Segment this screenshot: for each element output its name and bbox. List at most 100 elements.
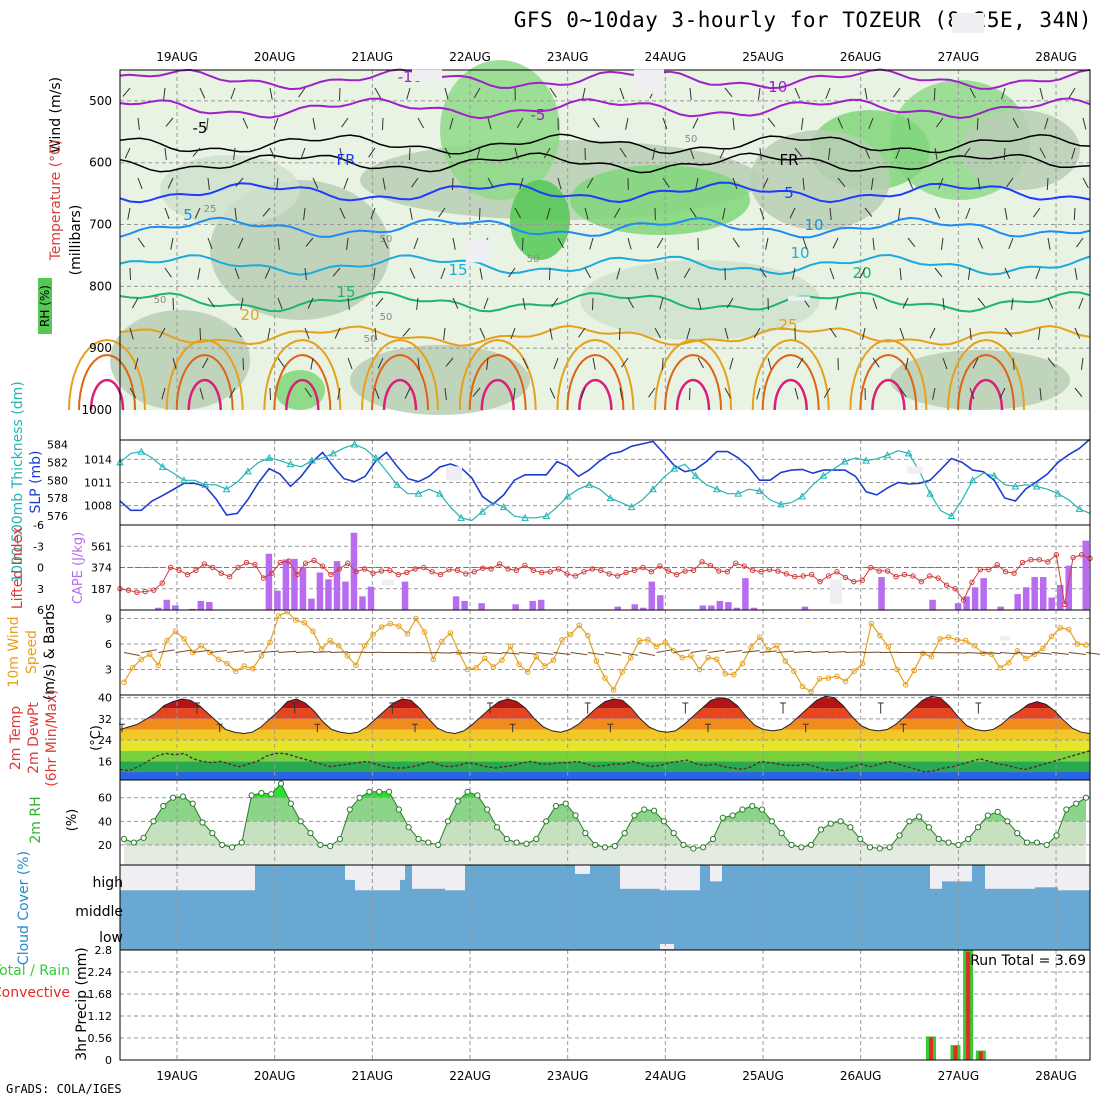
wind-barb xyxy=(339,207,346,219)
lifted-index-marker xyxy=(243,559,250,566)
thickness-marker xyxy=(265,453,274,461)
wind-barb xyxy=(337,387,341,400)
rh2m-marker xyxy=(1024,839,1031,846)
wind-speed-marker xyxy=(756,634,763,641)
wind-speed-marker xyxy=(267,639,273,646)
wind-barb xyxy=(273,117,279,130)
temperature-tick: 24 xyxy=(98,734,112,747)
wind-speed-marker xyxy=(773,642,780,649)
lifted-index-marker xyxy=(513,567,520,574)
surface-wind-barb xyxy=(725,649,743,653)
isotherm-line xyxy=(119,152,1091,174)
lifted-index-marker xyxy=(741,563,747,569)
pressure-tick: 800 xyxy=(89,279,112,293)
lifted-index-line xyxy=(119,553,1091,605)
lifted-index-marker xyxy=(901,571,908,578)
surface-wind-barb xyxy=(776,650,795,653)
wind-speed-marker xyxy=(215,656,222,663)
surface-wind-barb xyxy=(244,650,262,653)
rh2m-marker xyxy=(140,834,147,841)
lifted-index-marker xyxy=(496,561,503,567)
precip-convective-label: Convective xyxy=(0,985,70,1001)
rh2m-marker xyxy=(346,806,353,813)
wind-barb xyxy=(942,357,948,370)
lifted-index-marker xyxy=(927,573,933,579)
cloud-low-label: low xyxy=(99,930,123,946)
day-label-bottom: 21AUG xyxy=(352,1069,394,1083)
temperature-line xyxy=(119,695,1091,735)
precip-tick: 2.8 xyxy=(95,944,113,957)
wind-barb xyxy=(662,177,670,188)
rh-shading xyxy=(580,260,820,340)
lifted-index-marker xyxy=(176,567,182,574)
lifted-index-marker xyxy=(277,559,283,566)
lifted-index-marker xyxy=(125,587,132,593)
rh2m-marker xyxy=(415,835,422,843)
wind-barb xyxy=(689,87,692,100)
cape-bar xyxy=(512,604,519,610)
middle-cloud-block xyxy=(830,579,842,604)
lifted-index-marker xyxy=(834,569,840,575)
rh2m-marker xyxy=(395,806,402,813)
wind-speed-marker xyxy=(731,671,737,678)
isotherm-arch xyxy=(566,353,625,411)
wind-barb xyxy=(551,297,559,308)
cape-bar xyxy=(316,572,324,610)
contour-label: 15 xyxy=(448,261,467,279)
wind-speed-marker xyxy=(516,661,522,668)
wind-barb xyxy=(235,177,244,187)
wind-barb xyxy=(164,207,170,220)
wind-barb xyxy=(942,297,945,310)
rh2m-marker xyxy=(474,792,481,799)
wind-barb xyxy=(1037,327,1041,340)
cape-bar xyxy=(1056,585,1064,610)
wind-barb xyxy=(724,87,733,97)
surface-wind-barb xyxy=(828,651,847,653)
wind-barb xyxy=(269,147,276,159)
cape-bar xyxy=(1039,577,1047,610)
lifted-index-marker xyxy=(1053,552,1059,558)
temperature-unit-label: (°C) xyxy=(89,725,104,751)
rh2m-marker xyxy=(758,806,766,813)
wind-speed-marker xyxy=(559,636,565,643)
lifted-index-marker xyxy=(817,578,823,585)
lifted-index-marker xyxy=(724,569,731,575)
rh2m-marker xyxy=(385,788,393,795)
wind-speed-marker xyxy=(739,660,746,667)
wind-speed-marker xyxy=(868,620,875,627)
wind-speed-marker xyxy=(146,651,153,658)
thickness-marker xyxy=(840,457,849,465)
wind-barb xyxy=(582,87,586,100)
rh2m-marker xyxy=(621,830,628,837)
contour-label: -5 xyxy=(193,119,208,137)
wind-barb xyxy=(347,297,350,310)
wind-barb xyxy=(137,117,140,130)
wind-barb xyxy=(374,387,380,400)
thickness-marker xyxy=(499,503,508,511)
thickness-tick: 584 xyxy=(47,438,68,451)
wind-barb xyxy=(549,327,553,340)
day-label-bottom: 19AUG xyxy=(156,1069,198,1083)
contour-label: FR xyxy=(779,151,798,169)
surface-wind-barb xyxy=(330,651,349,653)
thickness-marker xyxy=(158,462,167,470)
wind-barb xyxy=(240,297,244,310)
wind-barb xyxy=(759,267,767,278)
lifted-index-marker xyxy=(302,560,309,566)
rh2m-marker xyxy=(896,832,903,839)
lifted-index-marker xyxy=(395,571,402,578)
lifted-index-marker xyxy=(1070,554,1076,561)
rh-shading xyxy=(160,155,300,225)
precip-convective-bar xyxy=(929,1037,934,1060)
contour-label: 25 xyxy=(778,316,797,334)
slp-axis-label: SLP (mb) xyxy=(28,450,44,513)
rh2m-marker xyxy=(169,794,177,801)
lifted-index-marker xyxy=(361,566,368,572)
wind-speed-marker xyxy=(636,637,643,644)
wind-barb xyxy=(627,237,632,250)
wind-barb xyxy=(172,297,175,311)
wind-barb xyxy=(695,177,699,190)
day-label-top: 21AUG xyxy=(352,50,394,64)
thickness-axis-label: 1000-500mb Thickness (dm) xyxy=(10,381,26,582)
lifted-index-marker xyxy=(1045,559,1051,565)
